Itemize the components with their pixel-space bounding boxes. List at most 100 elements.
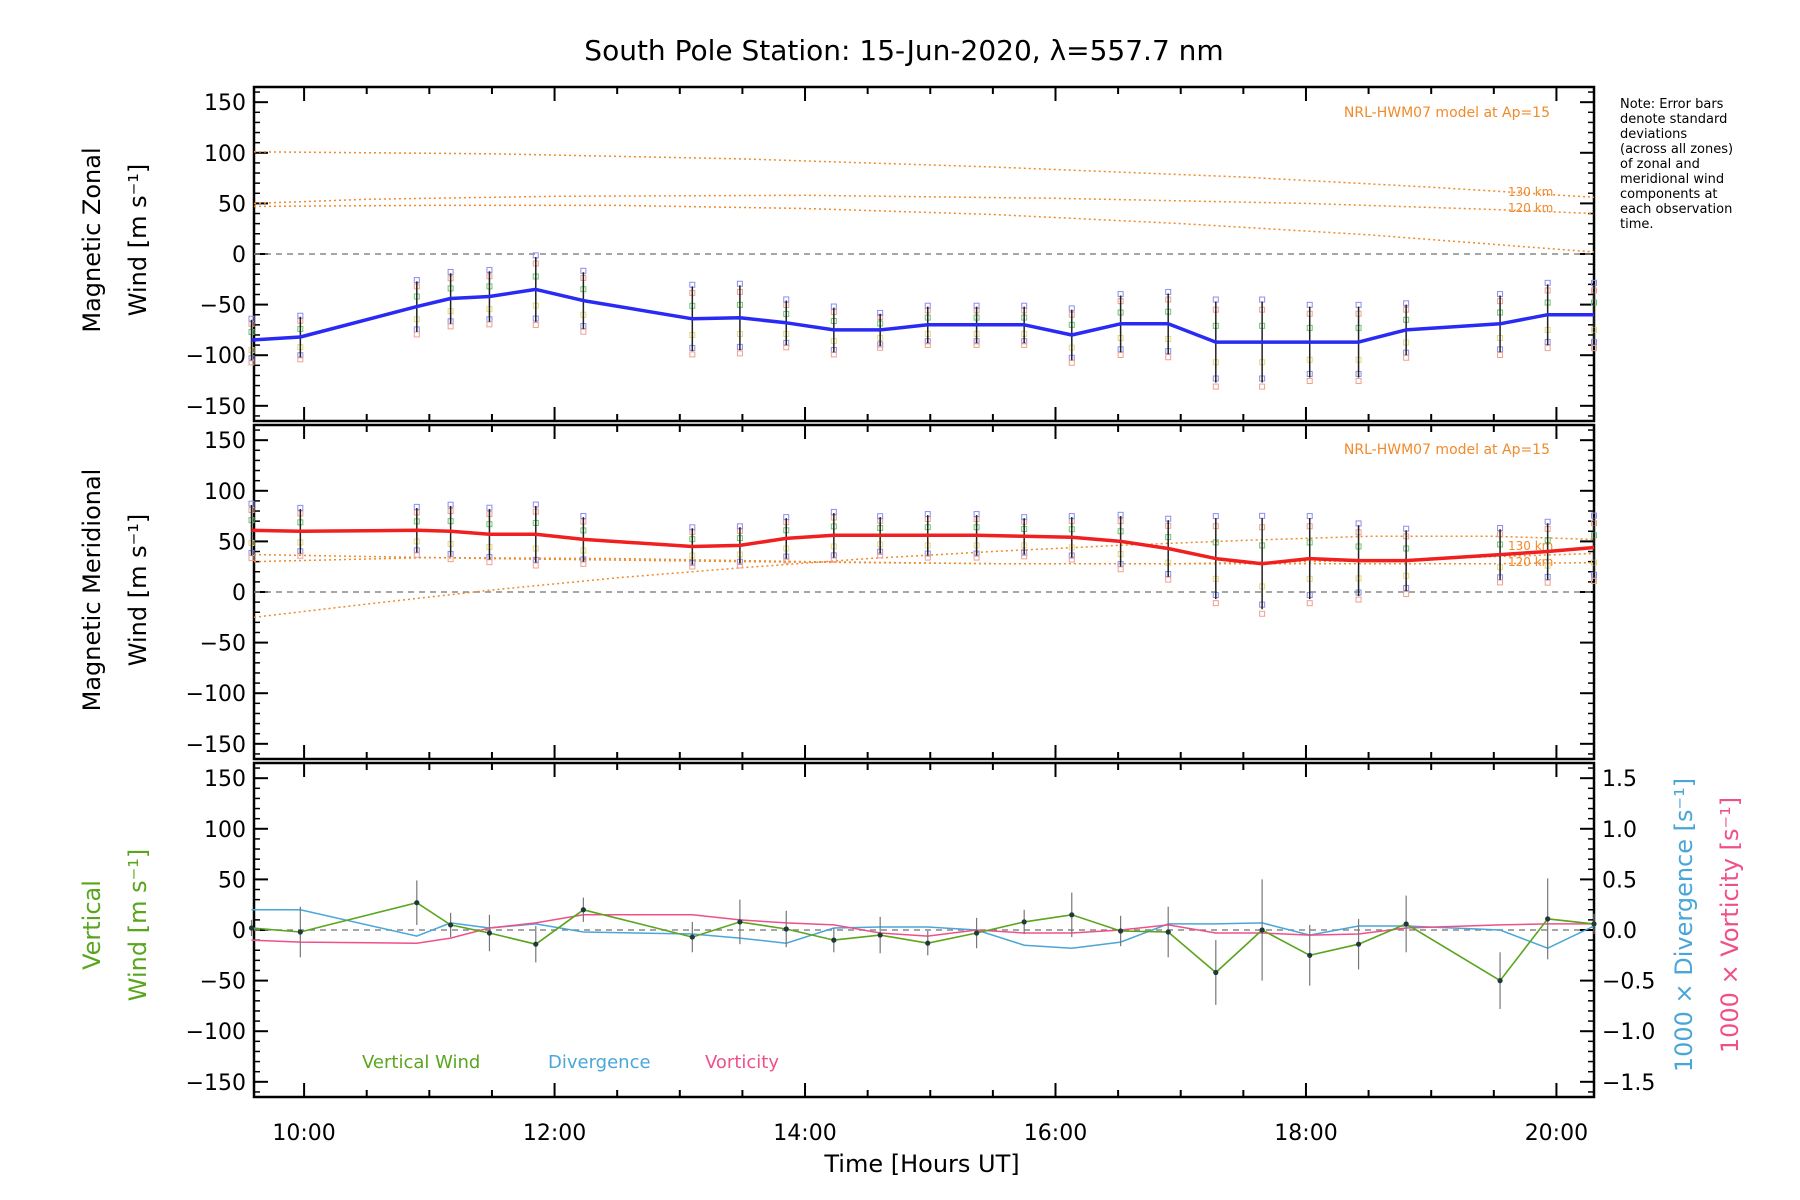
x-tick-label: 12:00 [523,1121,586,1146]
y-tick-label: −50 [200,294,246,319]
vertical-wind-point [783,926,789,932]
zone-marker [447,556,454,563]
y-tick-label: −150 [186,395,246,420]
zonal-ylabel: Wind [m s⁻¹] [124,164,152,316]
y-tick-label: 150 [204,767,246,792]
note-line: deviations [1620,127,1687,142]
zone-marker [1591,345,1597,352]
note-line: (across all zones) [1620,142,1733,157]
zone-marker [1165,354,1172,361]
note-line: Note: Error bars [1620,97,1724,112]
meridional-ylabel: Magnetic Meridional [78,469,106,712]
zone-marker [1355,301,1362,308]
vertical-wind-point [925,940,931,946]
plot-layer: 150 100 50 0 −50 −100 −150 150 100 50 0 −50 −100 −150… [186,85,1655,1099]
x-tick-label: 20:00 [1525,1121,1588,1146]
model-curve [253,151,1595,199]
note-line: denote standard [1620,112,1727,127]
zone-marker [736,350,743,357]
zone-marker [1306,600,1313,607]
y-tick-label: 50 [218,868,246,893]
vertical-wind-point [1403,921,1409,927]
zone-marker [1355,596,1362,603]
zone-marker [1497,352,1504,359]
y2-tick-label: 1.5 [1602,767,1637,792]
zonal-model-curve-label: 120 km [1508,201,1553,215]
vertical-wind-point [580,907,586,913]
vertical-wind-point [533,941,539,947]
zone-marker [532,562,539,569]
model-curve [253,194,1595,215]
vertical-wind-point [1213,969,1219,976]
legend-vertical-wind: Vertical Wind [362,1052,480,1073]
vertical-ylabel: Vertical [78,880,106,970]
vertical-wind-point [1497,978,1503,984]
zone-marker [1259,296,1266,303]
zonal-wind-line [251,287,1594,344]
vertical-wind-point [248,925,255,931]
vertical-wind-point [1307,952,1313,958]
y2-tick-label: 1.0 [1602,818,1637,843]
zone-marker [1403,591,1410,598]
note-line: time. [1620,217,1654,232]
meridional-model-curve-label: 120 km [1508,555,1553,569]
legend-vorticity: Vorticity [705,1052,779,1073]
zone-marker [1591,577,1597,584]
zone-marker [1165,576,1172,583]
zone-marker [413,331,420,338]
y-tick-label: −100 [186,682,246,707]
y-tick-label: 50 [218,192,246,217]
y-tick-label: −100 [186,1020,246,1045]
vertical-wind-point [1591,921,1597,927]
x-tick-label: 18:00 [1274,1121,1337,1146]
zone-marker [1212,296,1219,303]
y-tick-label: −50 [200,970,246,995]
y-tick-label: 100 [204,142,246,167]
chart-title: South Pole Station: 15-Jun-2020, λ=557.7… [584,34,1223,67]
zone-marker [1117,352,1124,359]
zonal-model-label: NRL-HWM07 model at Ap=15 [1344,105,1550,121]
meridional-wind-line [251,528,1595,566]
model-curve [253,535,1595,619]
vertical-wind-point [877,932,883,938]
zone-marker [1355,520,1362,527]
vertical-wind-point [414,900,420,906]
x-tick-label: 10:00 [272,1121,335,1146]
y-tick-label: 150 [204,429,246,454]
zone-marker [1117,566,1124,573]
vertical-ylabel: Wind [m s⁻¹] [124,849,152,1001]
note-text: Note: Error bars denote standard deviati… [1620,97,1733,232]
y-tick-label: 150 [204,91,246,116]
y2-tick-label: −0.5 [1602,970,1655,995]
zone-marker [1212,600,1219,607]
vertical-wind-line [251,901,1595,982]
zone-marker [447,323,454,330]
y-tick-label: −100 [186,344,246,369]
zone-marker [1306,378,1313,385]
zone-marker [1544,579,1551,586]
y-tick-label: 100 [204,480,246,505]
zone-marker [1021,553,1028,560]
zone-marker [486,559,493,566]
zonal-ylabel: Magnetic Zonal [78,147,106,332]
zone-marker [248,555,255,562]
vertical-wind-point [448,922,454,928]
zone-marker [580,328,587,335]
divergence-ylabel: 1000 × Divergence [s⁻¹] [1670,778,1698,1072]
note-line: components at [1620,187,1718,202]
x-tick-label: 16:00 [1024,1121,1087,1146]
zone-marker [689,563,696,570]
vertical-wind-point [737,919,743,925]
vertical-wind-point [297,929,303,935]
vertical-wind-point [689,934,695,940]
note-line: each observation [1620,202,1732,217]
x-tick-label: 14:00 [773,1121,836,1146]
x-tick-labels: 10:00 12:00 14:00 16:00 18:00 20:00 [272,1121,1588,1146]
zone-marker [973,341,980,348]
zone-marker [1021,341,1028,348]
zone-marker [1259,610,1266,617]
zone-marker [1544,345,1551,352]
model-curve [253,204,1595,253]
note-line: of zonal and [1620,157,1700,172]
